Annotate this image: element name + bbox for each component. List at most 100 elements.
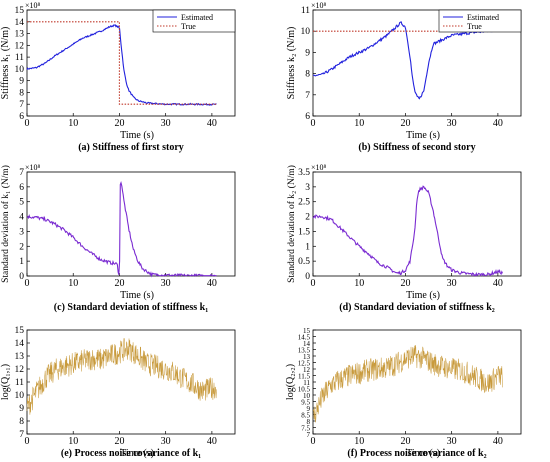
y-tick-label: 13.5 <box>298 347 311 355</box>
x-tick-label: 40 <box>493 278 503 289</box>
legend-label: True <box>467 22 482 31</box>
y-tick-label: 0.5 <box>298 257 310 267</box>
x-tick-label: 10 <box>354 118 364 129</box>
y-tick-label: 8 <box>305 70 310 80</box>
y-tick-label: 9.5 <box>301 399 310 407</box>
y-exponent: ×10⁸ <box>311 163 327 172</box>
chart-panel-6: 0 10 20 30 4077.588.599.51010.51111.51212.51… <box>285 327 522 459</box>
y-tick-label: 13 <box>303 353 311 361</box>
y-axis-label: Standard deviation of k₁ (N/m) <box>0 165 11 283</box>
y-tick-label: 6 <box>305 112 310 122</box>
y-tick-label: 7 <box>19 100 24 110</box>
x-axis-label: Time (s) <box>120 290 154 301</box>
y-tick-label: 2 <box>305 213 310 223</box>
y-tick-label: 1 <box>19 257 24 267</box>
y-axis-label: Stiffness k₁ (N/m) <box>0 27 11 100</box>
x-tick-label: 20 <box>114 278 124 289</box>
chart-caption: (e) Process noise covariance of k₁ <box>61 448 201 459</box>
y-tick-label: 2.5 <box>298 198 310 208</box>
y-tick-label: 7 <box>305 91 310 101</box>
x-tick-label: 30 <box>447 118 457 129</box>
plot-frame <box>26 171 236 277</box>
plot-frame <box>312 171 522 277</box>
y-tick-label: 11 <box>15 378 24 388</box>
x-tick-label: 40 <box>207 278 217 289</box>
y-exponent: ×10⁸ <box>311 1 327 10</box>
y-tick-label: 0 <box>305 272 310 282</box>
y-tick-label: 9 <box>19 77 24 87</box>
series-line-estimated <box>26 24 217 106</box>
x-tick-label: 0 <box>25 278 30 289</box>
y-tick-label: 6 <box>19 112 24 122</box>
y-tick-label: 14 <box>15 339 25 349</box>
chart-panel-5: 0 10 20 30 40 7 8 9 10 11 12 13 14 15 Time (s) log(Q₁,₁… <box>0 326 236 459</box>
y-tick-label: 3 <box>305 183 310 193</box>
y-tick-label: 7.5 <box>301 425 310 433</box>
x-tick-label: 10 <box>354 278 364 289</box>
chart-caption: (f) Process noise covariance of k₂ <box>347 448 486 459</box>
series-line-true <box>27 21 217 105</box>
legend-label: Estimated <box>181 13 213 22</box>
y-tick-label: 11 <box>303 379 310 387</box>
x-axis-label: Time (s) <box>120 448 154 459</box>
y-tick-label: 15 <box>303 327 311 335</box>
y-tick-label: 2 <box>19 242 24 252</box>
series-line <box>26 180 217 278</box>
y-tick-label: 7 <box>307 431 311 439</box>
x-tick-label: 10 <box>68 436 78 447</box>
y-axis-label: log(Q₁,₁) <box>0 364 11 400</box>
x-tick-label: 0 <box>25 436 30 447</box>
y-axis-label: Stiffness k₂ (N/m) <box>286 27 297 100</box>
x-tick-label: 10 <box>68 278 78 289</box>
y-tick-label: 10 <box>15 391 25 401</box>
x-tick-label: 30 <box>447 278 457 289</box>
y-tick-label: 13 <box>15 352 25 362</box>
x-tick-label: 0 <box>25 118 30 129</box>
y-tick-label: 4 <box>19 213 24 223</box>
y-tick-label: 6 <box>19 183 24 193</box>
y-exponent: ×10⁸ <box>25 163 41 172</box>
y-tick-label: 8 <box>19 417 24 427</box>
series-line <box>312 185 503 277</box>
y-tick-label: 13 <box>15 30 25 40</box>
y-tick-label: 10 <box>301 27 311 37</box>
chart-caption: (d) Standard deviation of stiffness k₂ <box>339 302 495 313</box>
y-axis-label: log(Q₂,₂) <box>285 364 296 400</box>
y-tick-label: 0 <box>19 272 24 282</box>
x-tick-label: 40 <box>207 118 217 129</box>
x-tick-label: 20 <box>400 118 410 129</box>
x-tick-label: 0 <box>311 278 316 289</box>
y-tick-label: 8.5 <box>301 412 310 420</box>
y-tick-label: 12 <box>15 365 25 375</box>
y-tick-label: 12 <box>15 41 25 51</box>
x-axis-label: Time (s) <box>120 130 154 141</box>
y-tick-label: 8 <box>307 418 311 426</box>
y-tick-label: 9 <box>19 404 24 414</box>
y-tick-label: 14 <box>303 340 311 348</box>
y-axis-label: Standard deviation of k₂ (N/m) <box>286 165 297 283</box>
chart-panel-2: 0 10 20 30 40 6 7 8 9 10 11×10⁸ Time (s) Stiffness k… <box>286 1 522 153</box>
y-tick-label: 3.5 <box>298 168 310 178</box>
y-tick-label: 7 <box>19 430 24 440</box>
series-line <box>312 345 503 423</box>
y-tick-label: 11.5 <box>298 373 310 381</box>
y-tick-label: 9 <box>307 405 311 413</box>
y-tick-label: 12.5 <box>298 360 311 368</box>
x-tick-label: 20 <box>400 278 410 289</box>
x-axis-label: Time (s) <box>406 130 440 141</box>
x-tick-label: 30 <box>161 118 171 129</box>
x-tick-label: 30 <box>447 436 457 447</box>
chart-panel-4: 0 10 20 30 40 0 0.5 1 1.5 2 2.5 3 3.5×10⁸ Time (s) Sta… <box>286 163 522 313</box>
x-tick-label: 20 <box>114 118 124 129</box>
y-tick-label: 8 <box>19 88 24 98</box>
x-tick-label: 20 <box>114 436 124 447</box>
x-tick-label: 30 <box>161 278 171 289</box>
x-tick-label: 40 <box>493 436 503 447</box>
x-tick-label: 30 <box>161 436 171 447</box>
y-tick-label: 10 <box>15 65 25 75</box>
x-tick-label: 40 <box>493 118 503 129</box>
y-tick-label: 14 <box>15 18 25 28</box>
chart-caption: (c) Standard deviation of stiffness k₁ <box>54 302 208 313</box>
